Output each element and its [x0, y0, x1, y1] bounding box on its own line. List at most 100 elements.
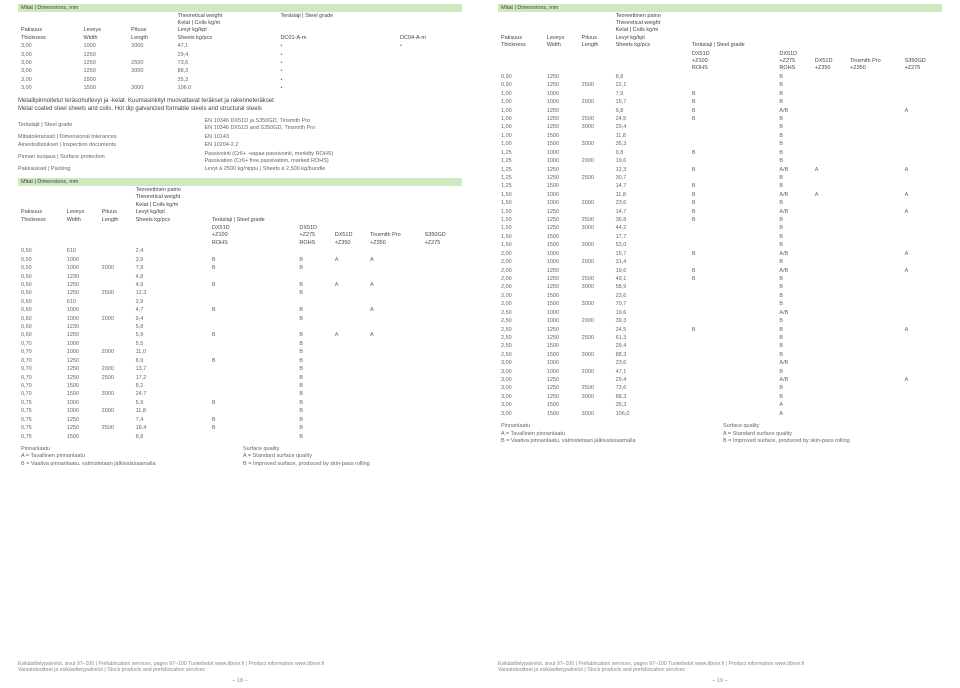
table-row: 0,60100020009,4B [18, 315, 462, 323]
table-row: 3,0015003000106,0A [498, 410, 942, 418]
table-row: 2,501250250061,3B [498, 334, 942, 342]
table-row: 2,001000200031,4B [498, 259, 942, 267]
table-row: 2,50100019,6A/B [498, 309, 942, 317]
table-row: 1,00150011,8B [498, 132, 942, 140]
table-row: 1,25125012,3BA/BAA [498, 166, 942, 174]
table1: PaksuusThickness LeveysWidth PituusLengt… [18, 12, 462, 93]
footnotes-right: Pinnanlaatu A = Tavallinen pinnanlaatu B… [498, 423, 942, 446]
prop-row: Ainestodistukset | Inspection documentsE… [18, 142, 462, 150]
table-row: 0,7010005,5B [18, 340, 462, 348]
t1-h-wt: Theoretical weight Kelat | Coils kg/m Le… [175, 12, 278, 43]
table-row: 2,50125024,5BBA [498, 326, 942, 334]
table-row: 2,00100015,7BA/BA [498, 250, 942, 258]
table-row: 2,501000200039,3B [498, 318, 942, 326]
table-row: 2,001500300070,7B [498, 301, 942, 309]
tableR: Paksuus ThicknessLeveys WidthPituus Leng… [498, 12, 942, 419]
table-row: 3,001250250073,6B [498, 385, 942, 393]
table-row: 0,901250250022,1B [498, 82, 942, 90]
table-row: 0,751250250018,4BB [18, 425, 462, 433]
table-row: 0,751000200011,8B [18, 408, 462, 416]
table-row: 3,0015003000106,0• [18, 85, 462, 93]
table-row: 0,501250250012,3B [18, 290, 462, 298]
table-row: 0,701500300024,7B [18, 391, 462, 399]
table-row: 1,251250250030,7B [498, 174, 942, 182]
tableR-headbar: Mitat | Dimensions, mm [498, 4, 942, 12]
t1-h-len: PituusLength [128, 12, 174, 43]
table-row: 0,701250250017,2B [18, 374, 462, 382]
table-row: 2,00150023,6B [498, 292, 942, 300]
table-row: 0,9012508,8B [498, 73, 942, 81]
fn-r1: Pinnanlaatu A = Tavallinen pinnanlaatu B… [498, 423, 720, 446]
table-row: 3,00150035,3• [18, 76, 462, 84]
prop-row: Pakkaukset | PackingLevyt á 2500 kg/nipp… [18, 166, 462, 174]
table-row: 1,0012509,8BA/BA [498, 107, 942, 115]
table-row: 0,7515008,8B [18, 433, 462, 441]
table-row: 1,50125014,7BA/BA [498, 208, 942, 216]
table-row: 0,5012504,9BBAA [18, 281, 462, 289]
table-row: 2,001250250049,1BB [498, 276, 942, 284]
table-row: 1,001250250024,5BB [498, 115, 942, 123]
table-row: 2,001250300058,9B [498, 284, 942, 292]
table-row: 0,7012506,9BB [18, 357, 462, 365]
t1-h-g1: Teräslaji | Steel gradeDC01-A-m [277, 12, 397, 43]
prop-row: Teräslajit | Steel gradeEN 10346 DX51D j… [18, 117, 462, 133]
fn-r2: Surface quality A = Standard surface qua… [720, 423, 942, 446]
table-row: 1,0010007,9BB [498, 90, 942, 98]
table-row: 1,501250300044,2B [498, 225, 942, 233]
mid-heading-2: Metal coated steel sheets and coils. Hot… [18, 105, 462, 113]
table-row: 2,50150029,4B [498, 343, 942, 351]
page-left: Mitat | Dimensions, mm PaksuusThickness … [0, 0, 480, 688]
mid-heading-1: Metallipinnoitetut teräsohutlevyt ja -ke… [18, 97, 462, 105]
fn-l2: Surface quality A = Standard surface qua… [240, 445, 462, 468]
table-row: 1,001000200015,7BB [498, 99, 942, 107]
prop-row: Mittatoleranssit | Dimensional tolerance… [18, 133, 462, 141]
table-row: 3,001250250073,6• [18, 60, 462, 68]
headbar-dims2: Mitat | Dimensions, mm [21, 179, 78, 185]
fn-l1: Pinnanlaatu A = Tavallinen pinnanlaatu B… [18, 445, 240, 468]
table-row: 3,00125029,4• [18, 51, 462, 59]
table-row: 3,001250300088,3• [18, 68, 462, 76]
table-row: 3,001000200047,1•• [18, 43, 462, 51]
footer-left: Esikäsittelypalvelut, sivut 97–100 | Pre… [18, 661, 462, 675]
table-row: 0,6012505,9BBAA [18, 332, 462, 340]
table2: Paksuus ThicknessLeveys WidthPituus Leng… [18, 186, 462, 441]
table-row: 1,001250300029,4B [498, 124, 942, 132]
t1-h-thk: PaksuusThickness [18, 12, 81, 43]
pagenum-right: – 19 – [480, 678, 960, 684]
table-row: 3,001250300088,3B [498, 393, 942, 401]
table-row: 1,50150017,7B [498, 233, 942, 241]
table-row: 3,001000200047,1B [498, 368, 942, 376]
footnotes-left: Pinnanlaatu A = Tavallinen pinnanlaatu B… [18, 445, 462, 468]
table-row: 1,001500300035,3B [498, 141, 942, 149]
table-row: 1,501000200023,6BB [498, 200, 942, 208]
table-row: 0,701250200013,7B [18, 366, 462, 374]
table-row: 0,701000200011,0B [18, 349, 462, 357]
table-row: 3,00150035,3A [498, 402, 942, 410]
headbar-dims: Mitat | Dimensions, mm [21, 5, 78, 11]
table-row: 1,251000200019,6B [498, 158, 942, 166]
table2-headbar: Mitat | Dimensions, mm [18, 178, 462, 186]
table-row: 0,6010004,7BBA [18, 307, 462, 315]
table-row: 0,5010003,9BBAA [18, 256, 462, 264]
table-row: 0,7015008,2B [18, 382, 462, 390]
table-row: 0,6012305,8 [18, 324, 462, 332]
t1-h-wid: LeveysWidth [81, 12, 129, 43]
table-row: 0,5012304,8 [18, 273, 462, 281]
t1-h-g2: DC04-A-m [397, 12, 462, 43]
table-row: 0,506102,4 [18, 248, 462, 256]
table-row: 0,7510005,9BB [18, 399, 462, 407]
table1-headbar: Mitat | Dimensions, mm [18, 4, 462, 12]
props-table: Teräslajit | Steel gradeEN 10346 DX51D j… [18, 117, 462, 174]
table-row: 1,25150014,7BB [498, 183, 942, 191]
table-row: 1,50100011,8BA/BAA [498, 191, 942, 199]
table-row: 2,00125019,6BA/BA [498, 267, 942, 275]
table-row: 3,00125029,4A/BA [498, 377, 942, 385]
page-right: Mitat | Dimensions, mm Paksuus Thickness… [480, 0, 960, 688]
pagenum-left: – 18 – [0, 678, 480, 684]
table-row: 3,00100023,6A/B [498, 360, 942, 368]
table-row: 1,501250250036,8BB [498, 217, 942, 225]
table-row: 2,501500300088,3B [498, 351, 942, 359]
table-row: 1,501500300053,0B [498, 242, 942, 250]
headbar-dimsR: Mitat | Dimensions, mm [501, 5, 558, 11]
table-row: 0,50100020007,9BB [18, 265, 462, 273]
